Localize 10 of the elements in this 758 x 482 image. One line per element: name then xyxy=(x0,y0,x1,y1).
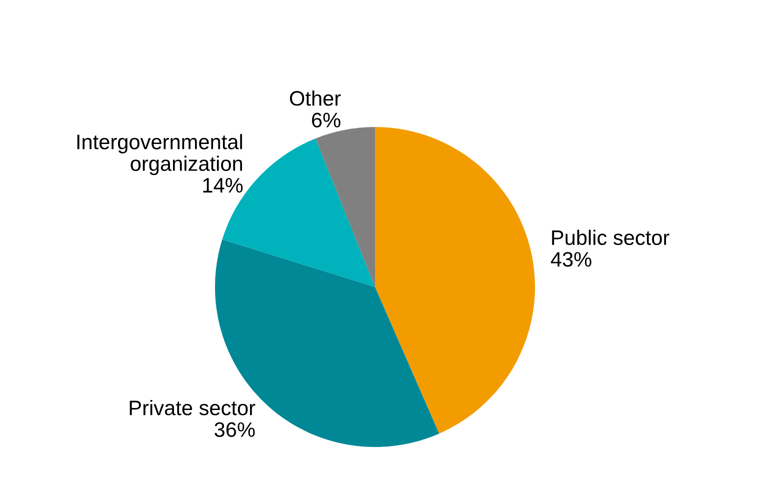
slice-label: Public sector xyxy=(552,230,670,246)
data-label: 36% xyxy=(214,422,255,437)
slice-label: Other xyxy=(290,90,341,106)
slice-label: Intergovernmental organization xyxy=(77,134,242,176)
pie-slice xyxy=(316,127,375,287)
slice-label: Private sector xyxy=(130,400,256,416)
pie-slice xyxy=(375,127,535,434)
data-label: 14% xyxy=(203,178,243,193)
data-label: 6% xyxy=(312,112,340,128)
data-label: 43% xyxy=(550,252,592,267)
